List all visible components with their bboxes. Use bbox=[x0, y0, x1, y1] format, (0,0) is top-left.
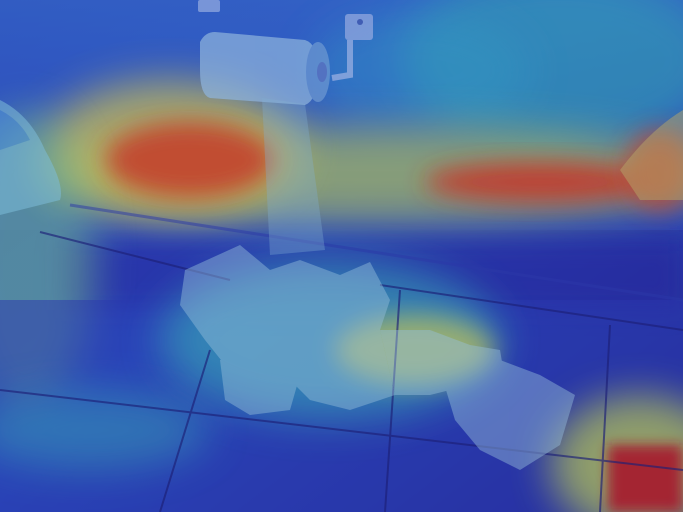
right-object-edge bbox=[620, 110, 683, 200]
floor-tiles bbox=[0, 231, 683, 512]
paper-strip bbox=[262, 98, 325, 255]
heat-floor-yellow bbox=[335, 315, 495, 385]
heat-hot-right bbox=[425, 162, 655, 202]
baseboard-line bbox=[69, 203, 683, 302]
paper-pile bbox=[180, 245, 575, 470]
heat-hot-left bbox=[105, 122, 275, 198]
sink-edge bbox=[0, 100, 61, 215]
heat-bottom-right-hot bbox=[608, 445, 683, 512]
paper-roll bbox=[200, 32, 330, 105]
heat-bottom-left bbox=[0, 390, 210, 470]
paper-holder bbox=[198, 0, 373, 81]
